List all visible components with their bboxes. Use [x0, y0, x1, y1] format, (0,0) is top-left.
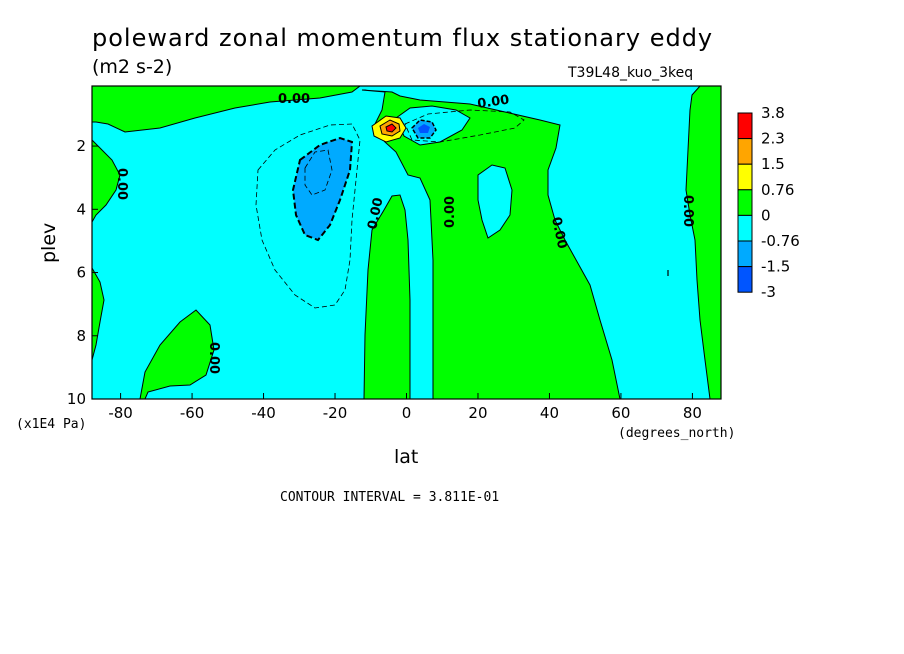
x-tick-label: 0	[402, 404, 412, 422]
colorbar-swatch	[737, 240, 753, 268]
colorbar-level-label: 2.3	[761, 130, 785, 148]
field-red-5S	[385, 123, 397, 133]
y-tick-label: 4	[76, 200, 86, 218]
contour-label: 0.00	[206, 342, 221, 374]
y-axis: 2 4 6 8 10	[67, 137, 98, 408]
y-tick-label: 10	[67, 390, 86, 408]
field-green-left-strip	[91, 138, 121, 224]
field-cyan-pocket-20N	[477, 164, 513, 239]
contour-labels: 0.00 0.00 0.00 0.00 0.00 0.00 0.00 0.00	[114, 92, 695, 374]
contour-neg-30S-inner	[304, 149, 333, 196]
field-green-upper-band	[361, 89, 621, 400]
y-axis-units: (x1E4 Pa)	[16, 417, 86, 432]
x-axis-units: (degrees_north)	[618, 426, 735, 441]
contour-label: 0.00	[680, 195, 695, 227]
x-tick-label: 40	[540, 404, 559, 422]
contour-neg-eq-upper	[404, 109, 525, 143]
colorbar-level-label: -3	[761, 283, 776, 301]
colorbar-level-label: 0.76	[761, 181, 794, 199]
colorbar-level-label: 1.5	[761, 155, 785, 173]
y-tick-label: 6	[76, 264, 86, 282]
x-tick-label: -20	[323, 404, 348, 422]
contour-label: 0.00	[548, 216, 569, 250]
contour-label: 0.00	[443, 196, 458, 228]
field-blue-30S	[291, 136, 354, 242]
x-tick-label: -80	[108, 404, 133, 422]
colorbar-swatch	[737, 214, 753, 242]
plot-area	[91, 85, 722, 400]
chart-title: poleward zonal momentum flux stationary …	[92, 24, 713, 52]
y-tick-label: 2	[76, 137, 86, 155]
x-tick-label: 60	[611, 404, 630, 422]
field-green-lower-left	[139, 309, 215, 400]
run-label: T39L48_kuo_3keq	[567, 65, 693, 81]
colorbar-level-label: -1.5	[761, 258, 790, 276]
contour-interval: CONTOUR INTERVAL = 3.811E-01	[280, 490, 499, 505]
field-green-top-left	[91, 85, 362, 133]
colorbar-level-label: 3.8	[761, 104, 785, 122]
y-tick-label: 8	[76, 327, 86, 345]
contour-label: 0.00	[476, 93, 510, 112]
contour-label: 0.00	[114, 168, 129, 200]
colorbar-swatch	[737, 163, 753, 191]
x-tick-label: -40	[251, 404, 276, 422]
colorbar-swatch	[737, 112, 753, 140]
colorbar-swatch	[737, 266, 753, 293]
x-tick-label: 20	[468, 404, 487, 422]
colorbar: 3.8 2.3 1.5 0.76 0 -0.76 -1.5 -3	[737, 104, 800, 301]
field-green-right	[685, 85, 722, 400]
colorbar-swatch	[737, 138, 753, 165]
field-green-center-left	[363, 194, 411, 400]
y-axis-label: plev	[38, 223, 60, 263]
colorbar-level-label: 0	[761, 206, 771, 224]
contour-label: 0.00	[365, 196, 386, 230]
field-darkblue-5N	[418, 124, 430, 133]
chart-units: (m2 s-2)	[92, 56, 172, 78]
x-tick-label: 80	[683, 404, 702, 422]
contour-neg-30S-outer	[255, 123, 361, 309]
contour-label: 0.00	[278, 92, 310, 107]
colorbar-swatch	[737, 189, 753, 216]
colorbar-level-label: -0.76	[761, 232, 800, 250]
x-axis-label: lat	[394, 446, 418, 468]
x-tick-label: -60	[180, 404, 205, 422]
x-axis: -80 -60 -40 -20 0 20 40 60 80	[108, 393, 702, 422]
